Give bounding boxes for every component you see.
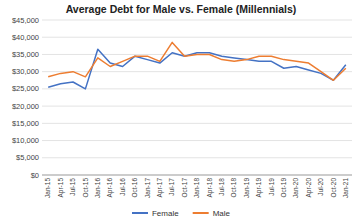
line-series [48, 49, 346, 89]
grid-line [42, 37, 352, 38]
y-tick-label: $20,000 [12, 102, 39, 111]
grid-line [42, 106, 352, 107]
x-tick-label: Jul-19 [268, 178, 275, 196]
x-tick-label: Jan-15 [44, 178, 51, 198]
y-tick-label: $10,000 [12, 136, 39, 145]
grid-line [42, 157, 352, 158]
x-tick-label: Oct-18 [230, 178, 237, 198]
x-tick-label: Oct-15 [82, 178, 89, 198]
legend-label: Male [213, 209, 231, 218]
x-tick-label: Jul-18 [218, 178, 225, 196]
legend-swatch [132, 212, 148, 214]
x-tick-label: Oct-19 [280, 178, 287, 198]
grid-line [42, 123, 352, 124]
y-tick-label: $25,000 [12, 84, 39, 93]
chart: Average Debt for Male vs. Female (Millen… [0, 0, 362, 219]
x-tick-label: Jan-21 [342, 178, 349, 198]
y-tick-label: $15,000 [12, 119, 39, 128]
x-tick-label: Jul-20 [317, 178, 324, 196]
x-axis: Jan-15 Apr-15 Jul-15 Oct-15 Jan-16 Apr-16 Jul-… [44, 178, 349, 198]
legend-item: Female [132, 209, 179, 218]
x-tick-label: Jul-16 [119, 178, 126, 196]
x-tick-label: Apr-16 [106, 178, 114, 198]
grid-line [42, 140, 352, 141]
legend-label: Female [152, 209, 179, 218]
y-tick-label: $45,000 [12, 16, 39, 25]
y-tick-label: $0 [31, 171, 39, 180]
x-tick-label: Jul-17 [168, 178, 175, 196]
grid-line [42, 175, 352, 176]
x-tick-label: Jan-16 [94, 178, 101, 198]
grid-line [42, 88, 352, 89]
x-tick-label: Apr-18 [206, 178, 214, 198]
line-series [48, 42, 346, 80]
x-tick-label: Apr-17 [156, 178, 164, 198]
title: Average Debt for Male vs. Female (Millen… [66, 3, 297, 15]
x-tick-label: Jan-19 [243, 178, 250, 198]
legend: Female Male [132, 209, 231, 218]
x-tick-label: Oct-16 [131, 178, 138, 198]
x-tick-label: Jan-18 [193, 178, 200, 198]
legend-swatch [193, 212, 209, 214]
grid-line [42, 20, 352, 21]
x-tick-label: Apr-20 [305, 178, 313, 198]
y-axis: $0 $5,000 $10,000 $15,000 $20,000 $25,000 $30,… [12, 16, 352, 180]
x-tick-label: Oct-17 [181, 178, 188, 198]
x-tick-label: Jan-17 [144, 178, 151, 198]
x-tick-label: Apr-19 [255, 178, 263, 198]
plot-area [48, 42, 346, 89]
x-tick-label: Oct-20 [330, 178, 337, 198]
x-tick-label: Jul-15 [69, 178, 76, 196]
legend-item: Male [193, 209, 231, 218]
y-tick-label: $30,000 [12, 67, 39, 76]
y-tick-label: $35,000 [12, 50, 39, 59]
x-tick-label: Jan-20 [292, 178, 299, 198]
x-tick-label: Apr-15 [57, 178, 65, 198]
y-tick-label: $40,000 [12, 33, 39, 42]
y-tick-label: $5,000 [16, 153, 39, 162]
